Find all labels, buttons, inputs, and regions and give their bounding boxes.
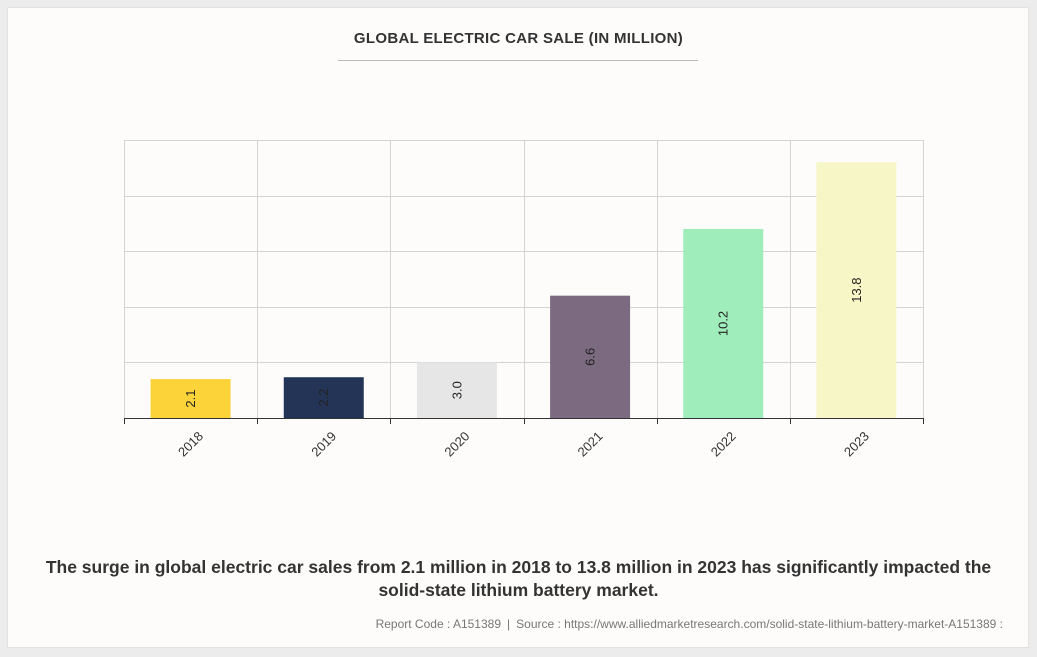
x-tick-label-2020: 2020 (441, 428, 472, 459)
data-label-2023: 13.8 (849, 277, 864, 302)
bar-2019 (283, 377, 364, 418)
x-tick-label-2023: 2023 (841, 428, 872, 459)
source-footer: Report Code : A151389 | Source : https://w… (376, 617, 1003, 631)
x-tick-label-2018: 2018 (175, 428, 206, 459)
source-link[interactable]: Source : https://www.alliedmarketresearc… (516, 617, 1003, 631)
data-label-2019: 2.2 (316, 389, 331, 407)
chart-title: GLOBAL ELECTRIC CAR SALE (IN MILLION) (353, 30, 684, 47)
x-tick-label-2019: 2019 (308, 428, 339, 459)
bar-2018 (150, 379, 231, 418)
data-label-2018: 2.1 (183, 390, 198, 408)
bar-2021 (550, 295, 631, 418)
footer-separator: | (507, 617, 511, 631)
title-underline (338, 60, 698, 61)
bar-2020 (416, 362, 497, 418)
chart-caption: The surge in global electric car sales f… (45, 557, 992, 600)
data-label-2021: 6.6 (583, 348, 598, 366)
report-code: Report Code : A151389 (375, 617, 502, 631)
bar-2023 (816, 162, 897, 418)
x-tick-label-2021: 2021 (575, 428, 606, 459)
bar-chart: 2.1 2.2 3.0 6.6 10.2 13.8 2018 2019 2020 2021 2022… (124, 140, 924, 460)
bar-2022 (683, 228, 764, 418)
data-label-2022: 10.2 (716, 311, 731, 336)
data-label-2020: 3.0 (449, 381, 464, 399)
x-tick-label-2022: 2022 (708, 428, 739, 459)
